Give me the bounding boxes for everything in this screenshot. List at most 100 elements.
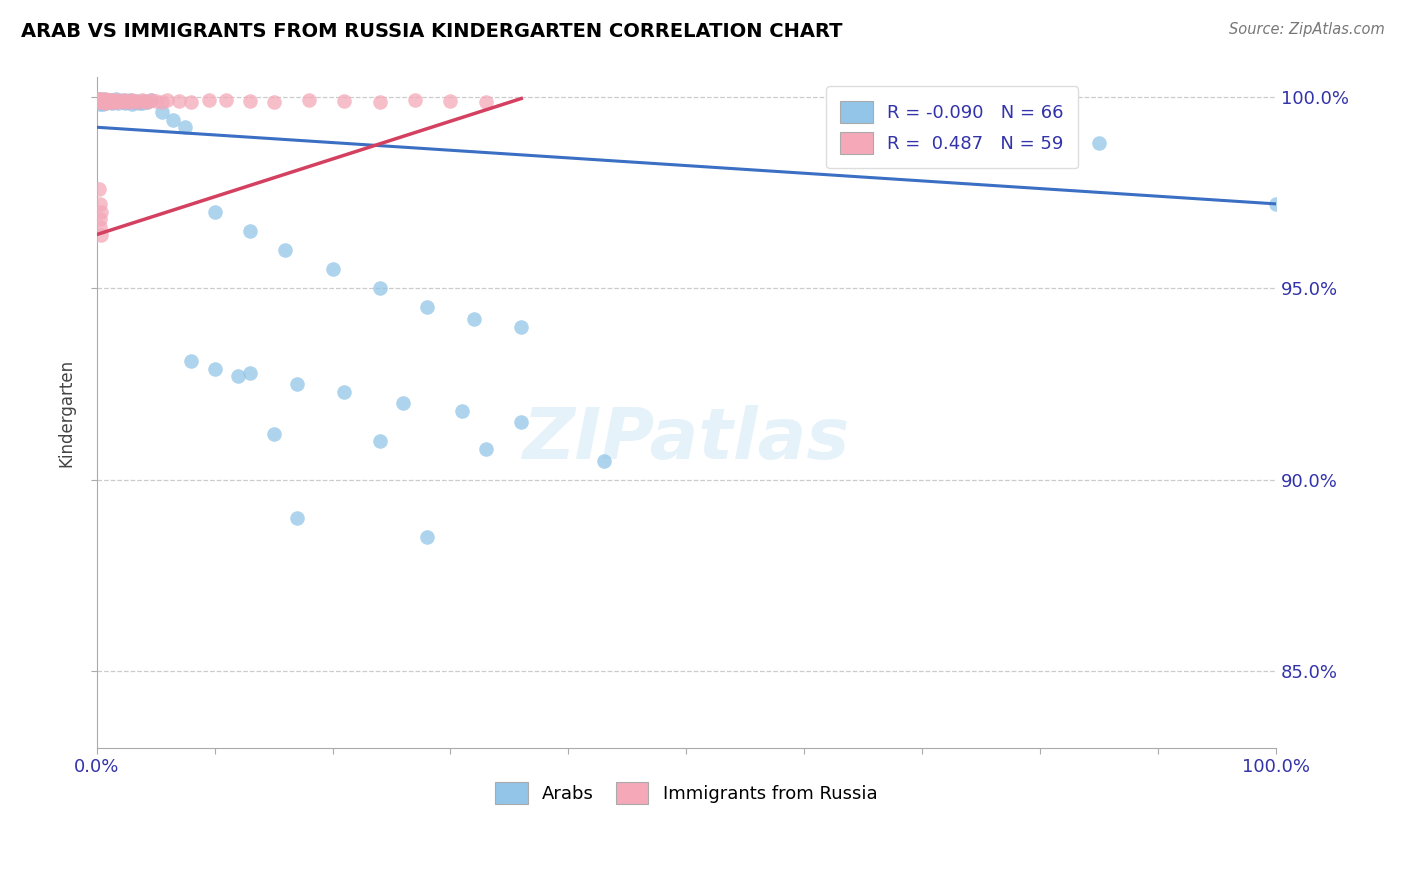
Point (87, 94, 110, 108)
Point (103, 94, 125, 108)
Point (101, 95, 124, 110)
Point (104, 95, 127, 110)
Point (103, 95, 125, 109)
Point (97, 95, 120, 110)
Point (89, 94, 111, 108)
Point (110, 94, 132, 108)
Point (87, 91, 110, 105)
Point (439, 94, 461, 108)
Y-axis label: Kindergarten: Kindergarten (58, 359, 75, 467)
Point (1088, 136, 1111, 150)
Point (139, 94, 162, 108)
Point (94, 95, 117, 110)
Point (100, 93, 122, 107)
Point (204, 204, 226, 219)
Point (93, 94, 115, 108)
Point (298, 94, 321, 108)
Point (89, 97, 111, 112)
Point (91, 95, 114, 110)
Point (451, 404, 474, 418)
Point (93, 93, 115, 107)
Point (87, 93, 110, 107)
Point (333, 94, 356, 108)
Point (416, 530, 439, 544)
Point (124, 94, 146, 108)
Point (150, 104, 173, 119)
Point (132, 94, 155, 108)
Point (94, 96, 117, 111)
Point (263, 95, 285, 110)
Point (127, 95, 149, 110)
Point (475, 442, 498, 457)
Point (114, 95, 136, 110)
Point (93, 95, 115, 110)
Point (104, 92, 127, 106)
Point (128, 96, 150, 111)
Point (91, 94, 114, 108)
Text: ARAB VS IMMIGRANTS FROM RUSSIA KINDERGARTEN CORRELATION CHART: ARAB VS IMMIGRANTS FROM RUSSIA KINDERGAR… (21, 22, 842, 41)
Point (204, 361, 226, 376)
Point (416, 301, 439, 315)
Point (114, 93, 136, 107)
Point (121, 94, 143, 108)
Point (274, 243, 297, 257)
Point (368, 95, 391, 110)
Point (100, 94, 122, 108)
Point (131, 93, 153, 107)
Point (97, 93, 120, 107)
Point (592, 453, 614, 467)
Point (239, 224, 262, 238)
Point (510, 319, 533, 334)
Legend: Arabs, Immigrants from Russia: Arabs, Immigrants from Russia (486, 772, 886, 813)
Point (90, 91, 112, 105)
Point (94, 94, 117, 108)
Point (87, 181, 110, 195)
Point (118, 95, 141, 110)
Point (180, 354, 202, 368)
Point (226, 369, 249, 384)
Point (510, 415, 533, 429)
Point (174, 120, 197, 135)
Point (87, 94, 110, 108)
Point (263, 426, 285, 441)
Point (125, 94, 148, 108)
Point (131, 95, 153, 110)
Point (368, 434, 391, 449)
Point (117, 95, 139, 109)
Point (89, 91, 111, 105)
Point (89, 219, 111, 234)
Point (97, 94, 120, 108)
Point (89, 94, 111, 108)
Point (150, 95, 173, 110)
Point (94, 96, 117, 111)
Point (322, 262, 344, 277)
Point (167, 94, 190, 108)
Point (107, 96, 129, 111)
Point (156, 94, 179, 108)
Text: Source: ZipAtlas.com: Source: ZipAtlas.com (1229, 22, 1385, 37)
Point (94, 93, 117, 107)
Point (103, 94, 125, 108)
Point (90, 93, 112, 107)
Text: ZIPatlas: ZIPatlas (523, 405, 851, 474)
Point (111, 94, 134, 108)
Point (215, 94, 238, 108)
Point (145, 94, 167, 108)
Point (118, 93, 141, 107)
Point (162, 112, 184, 127)
Point (94, 92, 117, 106)
Point (136, 95, 159, 110)
Point (111, 95, 134, 110)
Point (285, 376, 308, 391)
Point (285, 511, 308, 525)
Point (90, 95, 112, 110)
Point (94, 94, 117, 108)
Point (90, 227, 112, 242)
Point (180, 95, 202, 110)
Point (117, 94, 139, 108)
Point (90, 94, 112, 108)
Point (93, 92, 115, 106)
Point (121, 97, 143, 112)
Point (87, 95, 110, 110)
Point (139, 94, 162, 108)
